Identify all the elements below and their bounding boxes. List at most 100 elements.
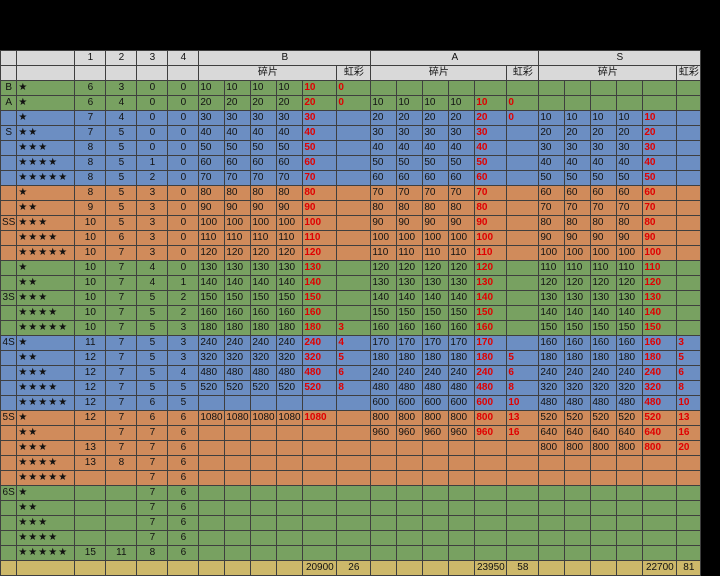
b-fragment-cell[interactable]: 110 [250,230,278,246]
s-fragment-cell[interactable]: 70 [590,200,618,216]
b-fragment-cell[interactable] [224,485,252,501]
count-cell[interactable]: 0 [167,230,200,246]
s-fragment-cell[interactable] [538,455,566,471]
s-fragment-cell[interactable] [538,500,566,516]
s-fragment-cell[interactable] [590,545,618,561]
s-rainbow-cell[interactable] [676,305,702,321]
b-fragment-cell[interactable]: 320 [224,350,252,366]
a-fragment-cell[interactable]: 120 [448,260,476,276]
s-fragment-cell[interactable]: 240 [590,365,618,381]
count-cell[interactable]: 13 [74,455,107,471]
stars-cell[interactable]: ★★★ [16,515,76,531]
grade-cell[interactable] [0,455,18,471]
grade-cell[interactable] [0,170,18,186]
count-cell[interactable]: 7 [136,440,169,456]
count-cell[interactable]: 3 [136,200,169,216]
s-fragment-cell[interactable]: 80 [538,215,566,231]
s-fragment-cell[interactable] [616,545,644,561]
s-fragment-cell[interactable]: 240 [616,365,644,381]
a-fragment-cell[interactable]: 10 [422,95,450,111]
a-fragment-cell[interactable]: 160 [448,320,476,336]
s-fragment-cell[interactable] [642,515,678,531]
a-fragment-cell[interactable] [396,500,424,516]
a-fragment-cell[interactable]: 50 [448,155,476,171]
s-fragment-cell[interactable]: 150 [642,320,678,336]
a-fragment-cell[interactable] [396,455,424,471]
s-fragment-cell[interactable] [590,515,618,531]
b-fragment-cell[interactable]: 150 [276,290,304,306]
a-fragment-cell[interactable]: 60 [396,170,424,186]
s-fragment-cell[interactable]: 120 [564,275,592,291]
grade-cell[interactable]: 5S [0,410,18,426]
s-fragment-cell[interactable]: 80 [564,215,592,231]
s-fragment-cell[interactable]: 10 [564,110,592,126]
count-cell[interactable]: 10 [74,215,107,231]
a-fragment-cell[interactable]: 240 [370,365,398,381]
a-rainbow-cell[interactable] [506,170,540,186]
count-cell[interactable]: 7 [136,515,169,531]
grade-cell[interactable] [0,245,18,261]
s-rainbow-cell[interactable] [676,230,702,246]
grade-cell[interactable] [0,260,18,276]
blank-cell[interactable] [276,560,304,576]
a-fragment-cell[interactable]: 180 [474,350,508,366]
a-rainbow-cell[interactable] [506,545,540,561]
s-fragment-cell[interactable]: 240 [538,365,566,381]
b-rainbow-cell[interactable] [336,155,372,171]
a-fragment-cell[interactable]: 10 [396,95,424,111]
b-fragment-cell[interactable] [198,440,226,456]
s-fragment-cell[interactable]: 640 [564,425,592,441]
s-fragment-cell[interactable]: 160 [590,335,618,351]
a-fragment-cell[interactable]: 100 [396,230,424,246]
b-fragment-cell[interactable] [224,395,252,411]
blank-cell[interactable] [0,65,18,81]
a-rainbow-cell[interactable]: 10 [506,395,540,411]
a-fragment-cell[interactable]: 100 [370,230,398,246]
s-rainbow-cell[interactable] [676,170,702,186]
count-cell[interactable]: 0 [167,140,200,156]
a-fragment-cell[interactable]: 90 [396,215,424,231]
b-fragment-cell[interactable]: 320 [198,350,226,366]
a-fragment-cell[interactable]: 60 [448,170,476,186]
b-fragment-cell[interactable]: 1080 [198,410,226,426]
a-fragment-cell[interactable] [448,545,476,561]
count-cell[interactable]: 4 [136,275,169,291]
s-fragment-cell[interactable] [538,470,566,486]
s-fragment-cell[interactable] [616,80,644,96]
b-fragment-cell[interactable] [276,395,304,411]
grade-cell[interactable] [0,425,18,441]
a-fragment-cell[interactable]: 160 [370,320,398,336]
b-fragment-cell[interactable]: 160 [250,305,278,321]
a-fragment-cell[interactable]: 180 [370,350,398,366]
s-fragment-cell[interactable] [616,470,644,486]
a-fragment-cell[interactable] [396,80,424,96]
stars-cell[interactable]: ★ [16,95,76,111]
s-fragment-cell[interactable] [564,455,592,471]
a-rainbow-total[interactable]: 58 [506,560,540,576]
grade-cell[interactable] [0,140,18,156]
s-fragment-cell[interactable]: 240 [642,365,678,381]
a-fragment-cell[interactable] [396,485,424,501]
b-fragment-cell[interactable]: 480 [198,365,226,381]
s-fragment-cell[interactable] [564,530,592,546]
a-rainbow-cell[interactable] [506,500,540,516]
s-fragment-cell[interactable]: 100 [642,245,678,261]
count-cell[interactable]: 6 [167,485,200,501]
count-cell[interactable]: 6 [105,230,138,246]
s-fragment-cell[interactable]: 30 [642,140,678,156]
b-fragment-cell[interactable]: 100 [250,215,278,231]
a-fragment-cell[interactable]: 120 [370,260,398,276]
grade-cell[interactable] [0,155,18,171]
stars-cell[interactable]: ★★ [16,500,76,516]
a-rainbow-cell[interactable] [506,440,540,456]
stars-cell[interactable]: ★★ [16,350,76,366]
b-fragment-cell[interactable]: 80 [250,185,278,201]
count-cell[interactable]: 7 [105,380,138,396]
a-fragment-cell[interactable]: 800 [370,410,398,426]
a-fragment-cell[interactable]: 130 [396,275,424,291]
s-fragment-cell[interactable]: 110 [538,260,566,276]
a-fragment-cell[interactable]: 30 [370,125,398,141]
count-cell[interactable]: 0 [136,125,169,141]
s-fragment-cell[interactable]: 520 [538,410,566,426]
s-fragment-cell[interactable]: 90 [538,230,566,246]
